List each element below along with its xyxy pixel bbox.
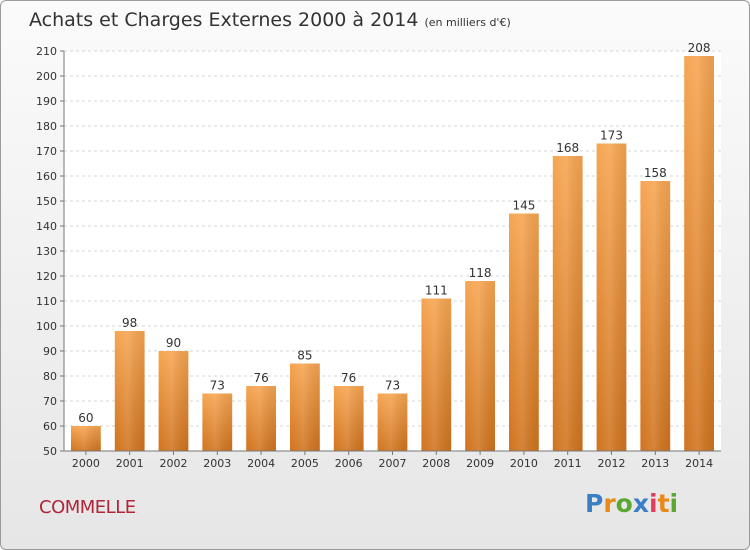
y-tick-label: 60 — [43, 420, 57, 433]
data-label: 60 — [78, 411, 93, 425]
x-tick-label: 2009 — [466, 457, 494, 470]
y-tick-label: 70 — [43, 395, 57, 408]
y-tick-label: 50 — [43, 445, 57, 458]
y-tick-label: 130 — [36, 245, 57, 258]
bar-shine — [71, 426, 101, 451]
y-tick-label: 170 — [36, 145, 57, 158]
bar-shine — [421, 298, 452, 451]
data-label: 73 — [210, 379, 225, 393]
chart-title-text: Achats et Charges Externes 2000 à 2014 — [29, 9, 419, 31]
chart-title: Achats et Charges Externes 2000 à 2014 (e… — [29, 9, 511, 31]
bar-shine — [552, 156, 583, 451]
data-label: 173 — [600, 129, 623, 143]
bars — [71, 56, 714, 451]
logo-letter: o — [615, 489, 633, 518]
x-tick-label: 2010 — [510, 457, 538, 470]
logo-letter: P — [585, 489, 604, 518]
logo-letter: t — [657, 489, 670, 518]
data-label: 73 — [385, 379, 400, 393]
x-tick-label: 2006 — [335, 457, 363, 470]
x-tick-label: 2008 — [422, 457, 450, 470]
bar-shine — [246, 386, 276, 451]
x-axis: 2000 2001 2002 2003 2004 2005 2006 2007 2008 2009… — [64, 450, 721, 470]
bar-shine — [290, 363, 320, 451]
bar-shine — [333, 386, 364, 451]
y-tick-label: 180 — [36, 120, 57, 133]
y-tick-label: 110 — [36, 295, 57, 308]
y-tick-label: 80 — [43, 370, 57, 383]
y-tick-label: 150 — [36, 195, 57, 208]
data-label: 85 — [297, 349, 312, 363]
bar-shine — [114, 331, 145, 451]
y-tick-label: 90 — [43, 345, 57, 358]
bar-shine — [158, 351, 189, 451]
x-tick-label: 2011 — [554, 457, 582, 470]
logo-letter: i — [649, 489, 658, 518]
logo-letter: x — [632, 489, 649, 518]
logo-letter: i — [669, 489, 679, 518]
data-labels: 60 98 90 73 76 85 76 73 111 118 145 168 173 158 208 — [78, 41, 710, 425]
data-label: 76 — [341, 371, 356, 385]
data-label: 168 — [556, 141, 579, 155]
y-tick-label: 120 — [36, 270, 57, 283]
y-axis: 50 60 70 80 90 100 110 120 130 140 150 160 170 180 190… — [36, 45, 65, 458]
bar-shine — [640, 181, 671, 451]
logo-letter: r — [603, 489, 616, 518]
x-tick-label: 2004 — [247, 457, 275, 470]
data-label: 208 — [688, 41, 711, 55]
commune-name: COMMELLE — [39, 497, 136, 518]
x-tick-label: 2013 — [641, 457, 669, 470]
y-tick-label: 200 — [36, 70, 57, 83]
bar-shine — [684, 56, 714, 451]
bar-shine — [202, 393, 233, 451]
data-label: 158 — [644, 166, 667, 180]
bar-shine — [509, 213, 539, 451]
data-label: 118 — [469, 266, 492, 280]
x-tick-label: 2014 — [685, 457, 713, 470]
x-tick-label: 2001 — [116, 457, 144, 470]
y-tick-label: 160 — [36, 170, 57, 183]
data-label: 145 — [512, 199, 535, 213]
x-tick-label: 2002 — [160, 457, 188, 470]
y-tick-label: 210 — [36, 45, 57, 58]
bar-shine — [465, 281, 495, 451]
x-tick-label: 2000 — [72, 457, 100, 470]
bar-shine — [596, 143, 627, 451]
bar-shine — [377, 393, 408, 451]
y-tick-label: 100 — [36, 320, 57, 333]
x-tick-label: 2012 — [598, 457, 626, 470]
y-tick-label: 140 — [36, 220, 57, 233]
data-label: 90 — [166, 336, 181, 350]
x-tick-label: 2003 — [203, 457, 231, 470]
x-tick-label: 2005 — [291, 457, 319, 470]
data-label: 111 — [425, 284, 448, 298]
data-label: 98 — [122, 316, 137, 330]
data-label: 76 — [253, 371, 268, 385]
x-tick-label: 2007 — [379, 457, 407, 470]
y-tick-label: 190 — [36, 95, 57, 108]
chart-subtitle: (en milliers d'€) — [424, 16, 511, 29]
proxiti-logo: Proxiti — [585, 489, 678, 518]
